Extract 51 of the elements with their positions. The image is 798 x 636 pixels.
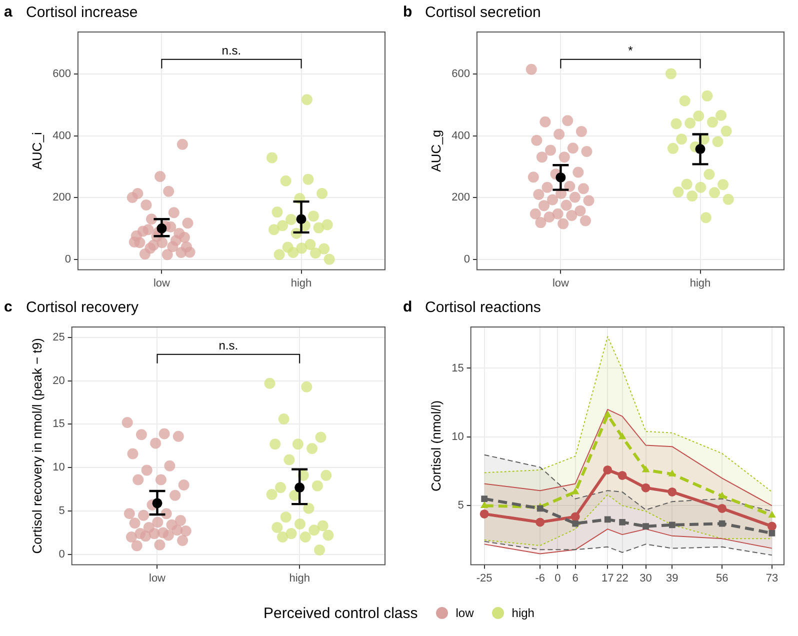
x-tick-label: 56: [716, 572, 728, 584]
y-tick-label: 5: [458, 500, 464, 512]
y-tick-label: 15: [452, 362, 464, 374]
x-tick-label: -6: [535, 572, 545, 584]
x-tick-label: -25: [476, 572, 492, 584]
y-tick-label: 400: [52, 130, 71, 142]
x-tick-label: 17: [601, 572, 614, 584]
y-axis-title: Cortisol (nmol/l): [428, 400, 444, 492]
y-tick-label: 600: [52, 68, 71, 80]
y-tick-label: 5: [58, 505, 65, 518]
y-axis-title: AUC_i: [29, 132, 44, 170]
y-tick-label: 200: [52, 192, 71, 204]
y-axis-title: Cortisol recovery in nmol/l (peak − t9): [29, 338, 44, 554]
x-tick-label: 30: [640, 572, 652, 584]
y-tick-label: 0: [58, 548, 65, 560]
chart-title: Cortisol recovery: [26, 299, 140, 316]
x-tick-label: high: [690, 277, 711, 290]
x-tick-label: 22: [616, 572, 628, 584]
x-tick-label: 0: [554, 572, 561, 584]
x-tick-label: high: [290, 277, 312, 290]
text: c: [4, 298, 12, 316]
legend-title: Perceived control class: [264, 604, 418, 622]
chart-title: Cortisol increase: [26, 4, 138, 22]
x-tick-label: low: [153, 277, 170, 290]
y-tick-label: 15: [52, 418, 65, 430]
chart-title: Cortisol secretion: [425, 4, 541, 22]
text: b: [403, 4, 412, 21]
chart-title: Cortisol reactions: [425, 299, 541, 316]
text: d: [403, 298, 412, 316]
legend-label: low: [456, 606, 474, 620]
x-tick-label: 39: [666, 572, 678, 584]
y-tick-label: 10: [52, 462, 65, 474]
y-tick-label: 600: [452, 68, 470, 80]
y-tick-label: 200: [452, 192, 470, 204]
y-tick-label: 20: [52, 374, 65, 387]
y-tick-label: 25: [52, 331, 65, 344]
x-tick-label: 73: [766, 572, 778, 584]
x-tick-label: 6: [572, 572, 578, 584]
x-tick-label: low: [552, 277, 569, 290]
text: a: [4, 4, 13, 21]
y-tick-label: 400: [452, 130, 470, 142]
y-tick-label: 10: [452, 430, 464, 443]
y-axis-title: AUC_g: [428, 130, 444, 172]
legend-label: high: [512, 606, 534, 620]
x-tick-label: high: [289, 572, 310, 584]
annotation: n.s.: [222, 44, 242, 58]
x-tick-label: low: [148, 572, 166, 584]
annotation: n.s.: [218, 338, 238, 353]
y-tick-label: 0: [64, 253, 71, 266]
annotation: *: [628, 44, 634, 58]
y-tick-label: 0: [464, 253, 470, 266]
